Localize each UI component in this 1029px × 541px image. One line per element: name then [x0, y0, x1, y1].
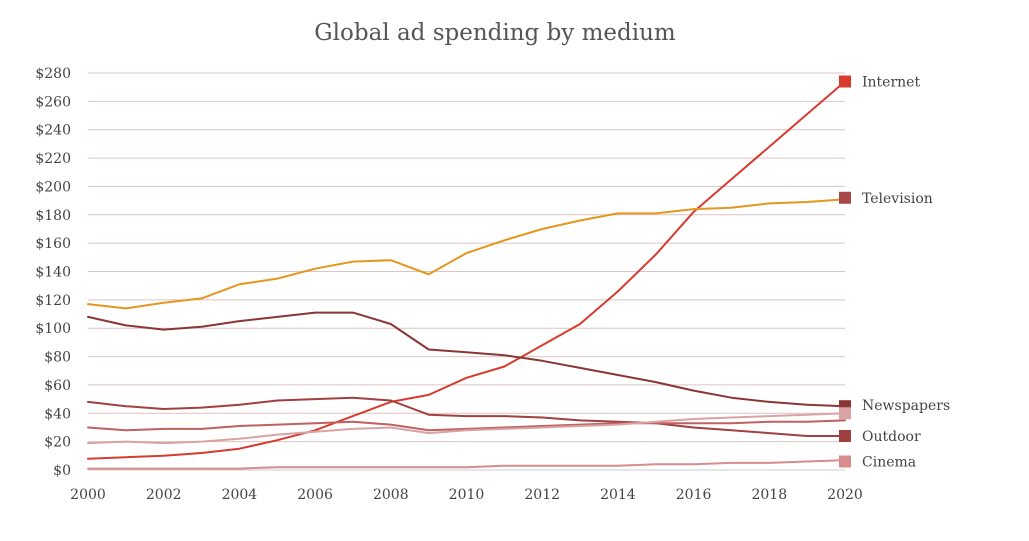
- x-tick-label: 2010: [449, 487, 485, 503]
- series-line-cinema: [87, 459, 846, 470]
- series-line-internet: [87, 80, 846, 460]
- x-tick-label: 2006: [297, 487, 333, 503]
- y-tick-label: $100: [35, 321, 71, 337]
- x-tick-label: 2020: [827, 487, 863, 503]
- legend-label: Outdoor: [862, 429, 921, 445]
- legend-label: Television: [862, 191, 933, 207]
- legend-marker: [839, 75, 851, 88]
- y-tick-label: $80: [44, 350, 71, 366]
- y-tick-label: $220: [35, 151, 71, 167]
- y-tick-label: $200: [35, 179, 71, 195]
- y-tick-label: $180: [35, 208, 71, 224]
- x-tick-label: 2014: [600, 487, 636, 503]
- y-tick-label: $120: [35, 293, 71, 309]
- series-line-television: [87, 198, 846, 310]
- legend-label: Cinema: [862, 454, 916, 470]
- y-axis-ticks: $0 $20 $40 $60 $80 $100 $120 $140 $160 $180 $200 $2…: [35, 66, 71, 479]
- series-line-newspapers: [87, 311, 846, 408]
- x-tick-label: 2016: [676, 487, 712, 503]
- x-axis-ticks: 2000 2002 2004 2006 2008 2010 2012 2014 2016 2018…: [70, 487, 863, 503]
- y-tick-label: $20: [44, 435, 71, 451]
- x-tick-label: 2008: [373, 487, 409, 503]
- x-tick-label: 2012: [524, 487, 560, 503]
- gridlines: [88, 72, 845, 471]
- legend-marker: [839, 407, 851, 420]
- x-tick-label: 2002: [146, 487, 182, 503]
- chart-title: Global ad spending by medium: [314, 20, 676, 46]
- series-lines: [87, 80, 846, 470]
- legend-label: Internet: [862, 75, 920, 91]
- series-line-outdoor: [87, 396, 846, 437]
- y-tick-label: $160: [35, 236, 71, 252]
- y-tick-label: $40: [44, 406, 71, 422]
- y-tick-label: $240: [35, 123, 71, 139]
- series-line-radio: [87, 419, 846, 432]
- x-tick-label: 2018: [751, 487, 787, 503]
- x-tick-label: 2000: [70, 487, 106, 503]
- y-tick-label: $260: [35, 94, 71, 110]
- y-tick-label: $60: [44, 378, 71, 394]
- series-line-magazines: [87, 412, 846, 445]
- y-tick-label: $140: [35, 265, 71, 281]
- legend-marker: [839, 429, 851, 442]
- legend-marker: [839, 191, 851, 204]
- legend-label: Newspapers: [862, 398, 950, 414]
- y-tick-label: $0: [53, 463, 71, 479]
- legend: Internet Television Newspapers Outdoor Cinem…: [839, 75, 950, 470]
- legend-marker: [839, 455, 851, 468]
- y-tick-label: $280: [35, 66, 71, 82]
- x-tick-label: 2004: [222, 487, 258, 503]
